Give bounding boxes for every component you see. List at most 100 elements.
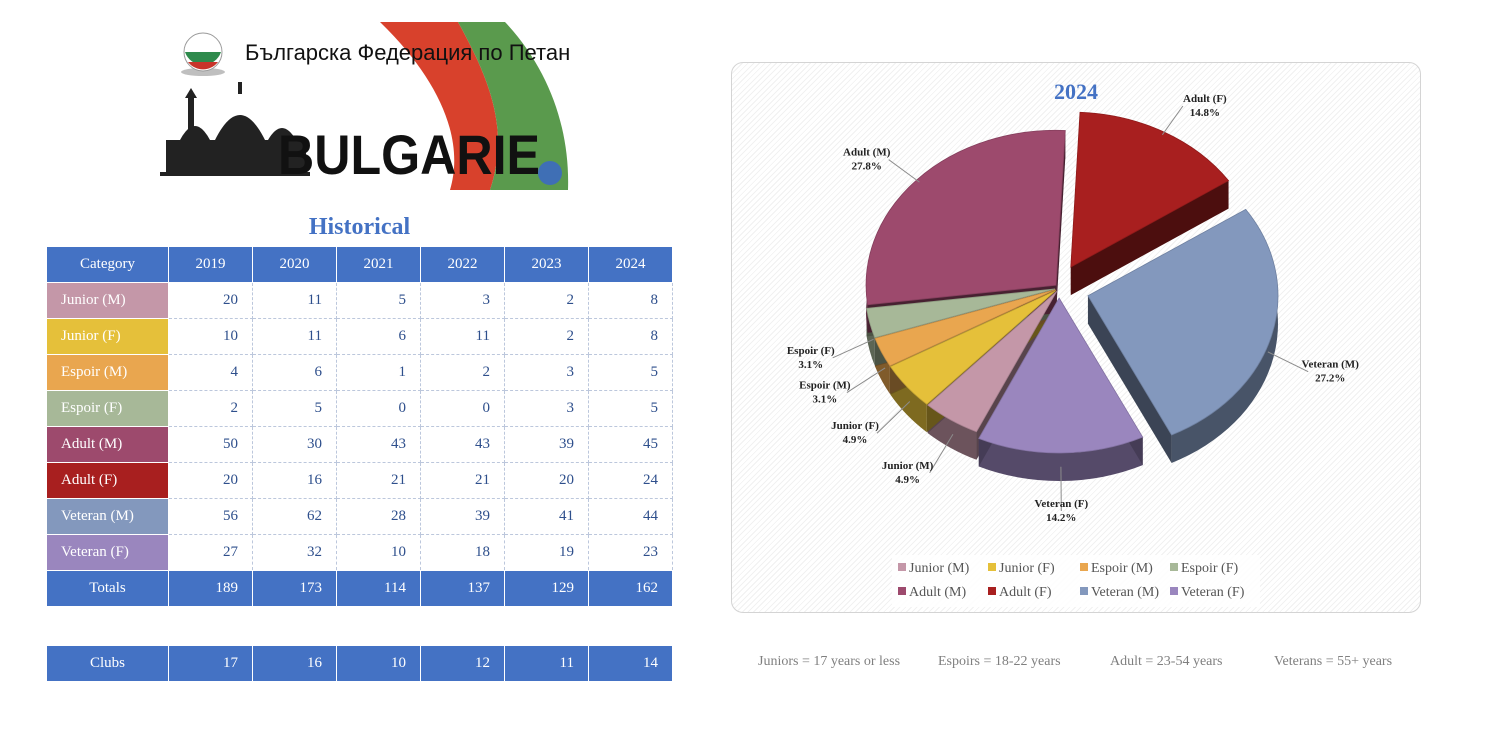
value-cell: 39 (504, 426, 589, 463)
clubs-cell: 11 (504, 645, 589, 682)
table-row: Espoir (M) 4 6 1 2 3 5 (46, 354, 673, 391)
leader-line (846, 367, 886, 393)
historical-table: Category 2019 2020 2021 2022 2023 2024 J… (46, 246, 673, 607)
clubs-row: Clubs 17 16 10 12 11 14 (46, 645, 673, 682)
slice-percent-label: 3.1% (812, 394, 837, 406)
legend-label: Adult (M) (909, 585, 967, 600)
value-cell: 2 (504, 318, 589, 355)
data-labels: Junior (M) 4.9% Junior (F) 4.9% Espoir (M) 3.… (787, 93, 1359, 524)
legend-swatch (1080, 587, 1088, 595)
legend-swatch (988, 563, 996, 571)
pie-slice-wall (1056, 130, 1066, 314)
value-cell: 23 (588, 534, 673, 571)
leader-line (1267, 351, 1309, 373)
slice-category-label: Veteran (M) (1302, 359, 1360, 371)
pie-slice-side (1171, 209, 1278, 463)
pie-slice (874, 289, 1056, 367)
value-cell: 3 (504, 354, 589, 391)
category-cell: Espoir (M) (46, 354, 169, 391)
slice-category-label: Junior (F) (831, 420, 879, 432)
pie-slice-wall (1087, 295, 1172, 463)
leader-line (832, 338, 874, 359)
value-cell: 5 (252, 390, 337, 427)
slice-percent-label: 14.8% (1190, 107, 1220, 119)
legend-label: Espoir (M) (1091, 561, 1153, 576)
clubs-label: Clubs (46, 645, 169, 682)
value-cell: 43 (420, 426, 505, 463)
value-cell: 6 (252, 354, 337, 391)
value-cell: 24 (588, 462, 673, 499)
legend-swatch (1170, 587, 1178, 595)
value-cell: 30 (252, 426, 337, 463)
table-row: Adult (F) 20 16 21 21 20 24 (46, 462, 673, 499)
value-cell: 50 (168, 426, 253, 463)
value-cell: 21 (336, 462, 421, 499)
slice-category-label: Adult (F) (1183, 93, 1227, 105)
footnote-espoirs: Espoirs = 18-22 years (938, 654, 1061, 669)
category-cell: Adult (M) (46, 426, 169, 463)
table-row: Adult (M) 50 30 43 43 39 45 (46, 426, 673, 463)
table-row: Veteran (M) 56 62 28 39 41 44 (46, 498, 673, 535)
value-cell: 11 (252, 318, 337, 355)
emblem-icon (538, 161, 562, 185)
value-cell: 5 (336, 282, 421, 319)
value-cell: 32 (252, 534, 337, 571)
header-year: 2022 (420, 246, 505, 283)
country-name: BULGARIE (278, 123, 540, 186)
clubs-cell: 16 (252, 645, 337, 682)
totals-cell: 189 (168, 570, 253, 607)
historical-title: Historical (308, 214, 411, 240)
pie-slice-side (978, 437, 1143, 481)
value-cell: 2 (420, 354, 505, 391)
value-cell: 20 (504, 462, 589, 499)
value-cell: 2 (504, 282, 589, 319)
value-cell: 6 (336, 318, 421, 355)
clubs-cell: 14 (588, 645, 673, 682)
pie-slice (889, 290, 1057, 405)
pie-slice (866, 288, 1056, 339)
legend-swatch (898, 563, 906, 571)
clubs-cell: 12 (420, 645, 505, 682)
header-category: Category (46, 246, 169, 283)
footnote-adult: Adult = 23-54 years (1110, 654, 1223, 669)
chart-title: 2024 (1054, 79, 1098, 104)
clubs-cell: 17 (168, 645, 253, 682)
legend-label: Junior (M) (909, 561, 970, 576)
leader-line (876, 401, 911, 434)
header-year: 2021 (336, 246, 421, 283)
header-year: 2019 (168, 246, 253, 283)
totals-cell: 173 (252, 570, 337, 607)
totals-cell: 129 (504, 570, 589, 607)
bulgaria-flag-ball-icon (181, 32, 225, 76)
legend-swatch (988, 587, 996, 595)
value-cell: 0 (420, 390, 505, 427)
value-cell: 20 (168, 282, 253, 319)
slice-percent-label: 4.9% (843, 434, 868, 446)
value-cell: 10 (168, 318, 253, 355)
pie-slice (865, 129, 1066, 306)
slice-category-label: Espoir (F) (787, 345, 835, 357)
totals-row: Totals 189 173 114 137 129 162 (46, 570, 673, 607)
totals-label: Totals (46, 570, 169, 607)
pie-slices (865, 111, 1279, 454)
federation-name: Българска Федерация по Петанк (245, 40, 570, 65)
value-cell: 0 (336, 390, 421, 427)
pie-slice (978, 297, 1144, 454)
value-cell: 62 (252, 498, 337, 535)
flag-ribbon-icon (380, 22, 569, 190)
chart-panel: 2024 Junior (M) 4.9% Junior (F) 4.9% Espoir (… (731, 62, 1421, 613)
value-cell: 41 (504, 498, 589, 535)
value-cell: 39 (420, 498, 505, 535)
value-cell: 44 (588, 498, 673, 535)
category-cell: Junior (F) (46, 318, 169, 355)
clubs-cell: 10 (336, 645, 421, 682)
clubs-table: Clubs 17 16 10 12 11 14 (46, 645, 673, 682)
legend-label: Espoir (F) (1181, 561, 1239, 576)
value-cell: 27 (168, 534, 253, 571)
value-cell: 8 (588, 318, 673, 355)
table-row: Junior (F) 10 11 6 11 2 8 (46, 318, 673, 355)
chart-legend: Junior (M) Junior (F) Espoir (M) Espoir (F)… (892, 555, 1260, 607)
value-cell: 3 (420, 282, 505, 319)
value-cell: 28 (336, 498, 421, 535)
age-footnotes: Juniors = 17 years or less Espoirs = 18-… (740, 654, 1420, 674)
